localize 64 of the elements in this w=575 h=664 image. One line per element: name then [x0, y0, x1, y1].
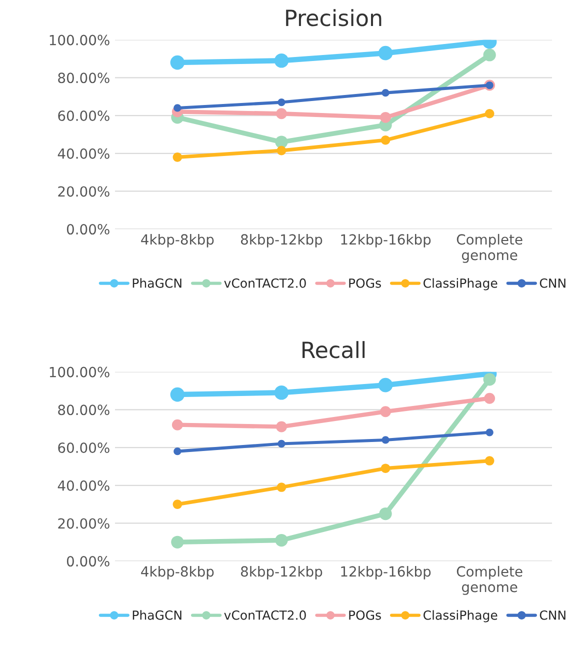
- legend-label: POGs: [349, 610, 381, 620]
- x-tick-label: 12kbp-16kbp: [341, 566, 431, 580]
- x-tick-label: 4kbp-8kbp: [141, 566, 214, 580]
- x-tick-label: 4kbp-8kbp: [141, 234, 214, 248]
- y-tick-label: 100.00%: [50, 34, 110, 46]
- point: [378, 46, 393, 60]
- point: [483, 373, 496, 386]
- chart-title: Recall: [302, 341, 365, 358]
- point: [171, 536, 184, 548]
- point: [274, 386, 289, 400]
- y-tick-label: 80.00%: [58, 404, 110, 416]
- y-tick-label: 40.00%: [58, 480, 110, 491]
- point: [276, 108, 287, 120]
- point: [380, 406, 392, 418]
- y-tick-label: 0.00%: [66, 556, 110, 567]
- x-tick-label: Complete genome: [456, 234, 522, 263]
- point: [484, 456, 494, 466]
- point: [380, 135, 390, 145]
- y-tick-label: 60.00%: [58, 110, 110, 122]
- y-tick-label: 20.00%: [58, 186, 110, 197]
- point: [486, 428, 494, 436]
- y-tick-label: 60.00%: [58, 442, 110, 454]
- legend-label: vConTACT2.0: [224, 610, 306, 620]
- point: [278, 440, 286, 448]
- y-tick-label: 40.00%: [58, 148, 110, 159]
- legend-label: CNN: [540, 278, 566, 288]
- point: [380, 464, 390, 474]
- legend-label: ClassiPhage: [424, 278, 498, 290]
- point: [174, 104, 182, 112]
- y-tick-label: 100.00%: [50, 366, 110, 378]
- point: [170, 387, 185, 402]
- legend-label: ClassiPhage: [424, 610, 498, 622]
- x-tick-label: 8kbp-12kbp: [240, 566, 322, 580]
- point: [382, 436, 390, 444]
- point: [172, 419, 183, 430]
- y-tick-label: 80.00%: [58, 72, 110, 84]
- x-tick-label: Complete genome: [456, 566, 522, 595]
- point: [380, 112, 392, 123]
- point: [275, 534, 288, 547]
- point: [172, 152, 182, 162]
- point: [274, 54, 289, 68]
- point: [382, 89, 390, 97]
- point: [379, 507, 392, 520]
- point: [276, 146, 286, 156]
- point: [484, 392, 496, 404]
- legend-label: vConTACT2.0: [224, 278, 306, 288]
- point: [174, 448, 182, 456]
- legend-label: PhaGCN: [132, 610, 182, 620]
- point: [278, 98, 286, 106]
- y-tick-label: 20.00%: [58, 518, 110, 529]
- point: [172, 500, 182, 509]
- point: [483, 48, 496, 62]
- y-tick-label: 0.00%: [66, 224, 110, 235]
- chart-title: Precision: [286, 9, 382, 26]
- point: [276, 421, 287, 432]
- legend-label: PhaGCN: [132, 278, 182, 288]
- point: [484, 108, 494, 118]
- legend-label: POGs: [349, 278, 381, 288]
- point: [170, 55, 185, 70]
- point: [276, 482, 286, 492]
- legend-label: CNN: [540, 610, 566, 620]
- x-tick-label: 12kbp-16kbp: [341, 234, 431, 248]
- point: [378, 378, 393, 392]
- x-tick-label: 8kbp-12kbp: [240, 234, 322, 248]
